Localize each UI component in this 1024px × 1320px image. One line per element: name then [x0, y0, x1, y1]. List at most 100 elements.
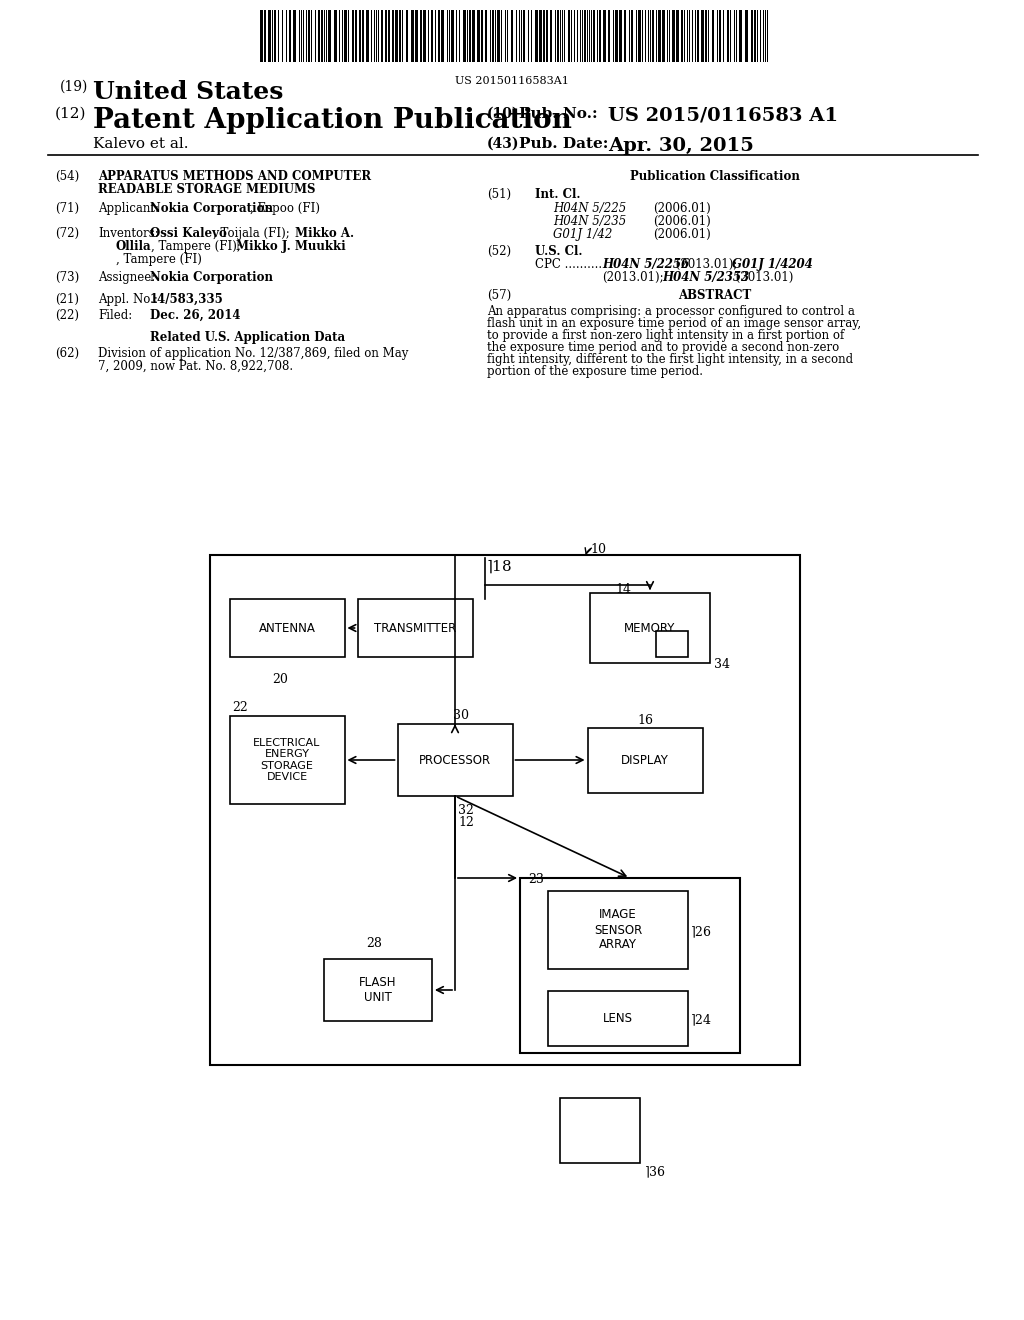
Bar — [550, 11, 552, 62]
Text: , Espoo (FI): , Espoo (FI) — [250, 202, 319, 215]
Bar — [739, 11, 742, 62]
Text: (2013.01);: (2013.01); — [602, 271, 664, 284]
Text: Dec. 26, 2014: Dec. 26, 2014 — [150, 309, 241, 322]
Text: $\rceil$18: $\rceil$18 — [486, 557, 513, 574]
Bar — [539, 11, 542, 62]
Text: (62): (62) — [55, 347, 79, 360]
Text: READABLE STORAGE MEDIUMS: READABLE STORAGE MEDIUMS — [98, 183, 315, 195]
Bar — [588, 727, 702, 792]
Bar — [705, 11, 707, 62]
Text: 20: 20 — [272, 673, 288, 686]
Text: 14/583,335: 14/583,335 — [150, 293, 224, 306]
Text: TRANSMITTER: TRANSMITTER — [374, 622, 456, 635]
Text: (22): (22) — [55, 309, 79, 322]
Text: Publication Classification: Publication Classification — [630, 170, 800, 183]
Text: (71): (71) — [55, 202, 79, 215]
Text: PROCESSOR: PROCESSOR — [419, 754, 492, 767]
Text: $\mathsf{\rceil}$24: $\mathsf{\rceil}$24 — [690, 1012, 712, 1028]
Text: 14: 14 — [615, 583, 631, 597]
Text: 10: 10 — [590, 543, 606, 556]
Bar — [260, 11, 263, 62]
Bar — [268, 11, 271, 62]
Bar — [308, 11, 310, 62]
Bar — [451, 11, 454, 62]
Bar — [293, 11, 296, 62]
Bar — [568, 11, 570, 62]
Text: (2013.01);: (2013.01); — [672, 257, 737, 271]
Bar — [481, 11, 483, 62]
Bar — [560, 1097, 640, 1163]
Text: portion of the exposure time period.: portion of the exposure time period. — [487, 366, 703, 378]
Bar — [701, 11, 705, 62]
Text: 28: 28 — [366, 937, 382, 950]
Text: $\rceil$36: $\rceil$36 — [644, 1164, 666, 1180]
Bar — [712, 11, 714, 62]
Bar — [362, 11, 364, 62]
Bar — [229, 599, 344, 657]
Text: Applicant:: Applicant: — [98, 202, 159, 215]
Bar — [603, 11, 606, 62]
Bar — [438, 11, 440, 62]
Bar — [548, 891, 688, 969]
Text: (2006.01): (2006.01) — [653, 202, 711, 215]
Text: FLASH
UNIT: FLASH UNIT — [359, 975, 396, 1005]
Bar — [477, 11, 480, 62]
Text: 32: 32 — [458, 804, 474, 817]
Text: (57): (57) — [487, 289, 511, 302]
Bar — [615, 11, 618, 62]
Bar — [344, 11, 347, 62]
Bar — [672, 11, 675, 62]
Bar — [548, 990, 688, 1045]
Bar — [546, 11, 548, 62]
Text: Ollila: Ollila — [116, 240, 152, 253]
Bar — [334, 11, 337, 62]
Text: MEMORY: MEMORY — [625, 622, 676, 635]
Text: IMAGE
SENSOR
ARRAY: IMAGE SENSOR ARRAY — [594, 908, 642, 952]
Text: An apparatus comprising: a processor configured to control a: An apparatus comprising: a processor con… — [487, 305, 855, 318]
Text: Inventors:: Inventors: — [98, 227, 159, 240]
Text: to provide a first non-zero light intensity in a first portion of: to provide a first non-zero light intens… — [487, 329, 844, 342]
Text: (2006.01): (2006.01) — [653, 215, 711, 228]
Bar — [352, 11, 354, 62]
Text: Appl. No.:: Appl. No.: — [98, 293, 158, 306]
Text: flash unit in an exposure time period of an image sensor array,: flash unit in an exposure time period of… — [487, 317, 861, 330]
Bar — [652, 11, 654, 62]
Text: 23: 23 — [528, 873, 544, 886]
Bar — [411, 11, 414, 62]
Text: Nokia Corporation: Nokia Corporation — [150, 271, 273, 284]
Bar — [727, 11, 729, 62]
Text: , Tampere (FI): , Tampere (FI) — [116, 253, 202, 267]
Bar — [520, 878, 740, 1053]
Bar — [638, 11, 641, 62]
Text: 34: 34 — [714, 657, 730, 671]
Text: LENS: LENS — [603, 1011, 633, 1024]
Bar — [328, 11, 331, 62]
Bar — [395, 11, 398, 62]
Bar — [388, 11, 390, 62]
Bar — [656, 631, 688, 657]
Bar — [511, 11, 513, 62]
Text: (54): (54) — [55, 170, 79, 183]
Text: Int. Cl.: Int. Cl. — [535, 187, 581, 201]
Bar — [324, 960, 432, 1020]
Text: US 20150116583A1: US 20150116583A1 — [455, 77, 569, 86]
Text: (52): (52) — [487, 246, 511, 257]
Bar — [754, 11, 756, 62]
Text: 30: 30 — [453, 709, 469, 722]
Bar — [420, 11, 422, 62]
Text: 7, 2009, now Pat. No. 8,922,708.: 7, 2009, now Pat. No. 8,922,708. — [98, 360, 293, 374]
Bar — [590, 593, 710, 663]
Text: H04N 5/2256: H04N 5/2256 — [602, 257, 689, 271]
Bar — [697, 11, 699, 62]
Text: (73): (73) — [55, 271, 79, 284]
Bar — [492, 11, 494, 62]
Text: ELECTRICAL
ENERGY
STORAGE
DEVICE: ELECTRICAL ENERGY STORAGE DEVICE — [253, 738, 321, 783]
Bar — [608, 11, 610, 62]
Text: Division of application No. 12/387,869, filed on May: Division of application No. 12/387,869, … — [98, 347, 409, 360]
Text: (12): (12) — [55, 107, 86, 121]
Text: Ossi Kalevo: Ossi Kalevo — [150, 227, 227, 240]
Text: $\mathsf{\rceil}$26: $\mathsf{\rceil}$26 — [690, 925, 712, 940]
Text: 16: 16 — [637, 714, 653, 726]
Text: G01J 1/4204: G01J 1/4204 — [732, 257, 813, 271]
Bar — [463, 11, 466, 62]
